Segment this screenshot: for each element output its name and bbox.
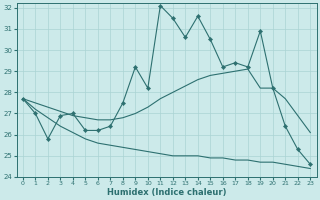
X-axis label: Humidex (Indice chaleur): Humidex (Indice chaleur): [107, 188, 226, 197]
